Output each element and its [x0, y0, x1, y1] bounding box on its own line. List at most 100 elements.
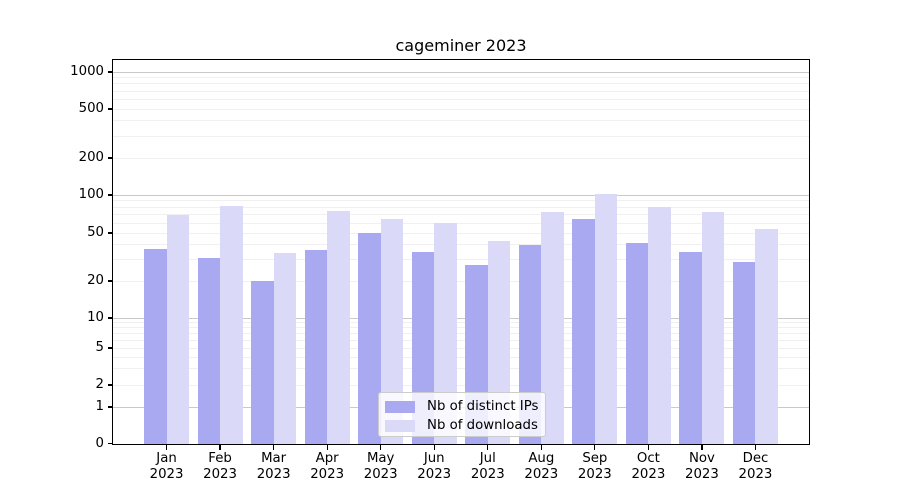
x-tick-month: Jun [423, 451, 445, 466]
x-tick-nov [701, 444, 703, 450]
grid-line-minor-800 [113, 83, 809, 85]
legend-item-downloads: Nb of downloads [385, 416, 545, 435]
x-tick-jul [487, 444, 489, 450]
grid-line-minor-30 [113, 259, 809, 261]
y-tick-label-1: 1 [95, 399, 104, 414]
bar-downloads-may [380, 218, 404, 444]
y-tick-label-100: 100 [78, 187, 104, 202]
x-tick-year: 2023 [470, 466, 505, 482]
grid-line-major-100 [113, 194, 809, 196]
x-tick-month: Dec [742, 451, 769, 466]
x-tick-aug [540, 444, 542, 450]
bar-downloads-mar [273, 253, 297, 444]
y-tick-0 [107, 442, 113, 445]
x-tick-year: 2023 [310, 466, 345, 482]
chart-title: cageminer 2023 [395, 36, 527, 55]
grid-line-minor-50 [113, 232, 809, 234]
y-tick-label-10: 10 [87, 310, 104, 325]
x-tick-year: 2023 [738, 466, 773, 482]
x-tick-label-jun: Jun 2023 [402, 451, 466, 482]
grid-line-minor-500 [113, 108, 809, 110]
x-tick-month: Mar [261, 451, 287, 466]
y-tick-label-1000: 1000 [70, 64, 104, 79]
y-tick-20 [107, 280, 113, 282]
x-tick-label-sep: Sep 2023 [563, 451, 627, 482]
bar-downloads-feb [220, 205, 243, 444]
x-tick-label-apr: Apr 2023 [295, 451, 359, 482]
x-tick-month: Jul [479, 451, 496, 466]
grid-line-minor-7 [113, 332, 809, 334]
x-tick-year: 2023 [685, 466, 719, 482]
grid-line-minor-600 [113, 98, 809, 100]
grid-line-minor-6 [113, 339, 809, 341]
y-tick-1000 [107, 71, 113, 73]
bar-downloads-oct [648, 206, 671, 444]
legend-swatch-distinct-ips [385, 400, 415, 413]
bar-distinct-ips-apr [304, 250, 328, 444]
x-tick-label-oct: Oct 2023 [616, 451, 680, 482]
bar-downloads-jun [434, 223, 457, 444]
bar-distinct-ips-nov [679, 251, 702, 444]
bar-downloads-aug [541, 211, 564, 444]
x-tick-year: 2023 [524, 466, 559, 482]
y-tick-label-20: 20 [87, 273, 104, 288]
x-tick-label-may: May 2023 [349, 451, 413, 482]
x-tick-month: Nov [688, 451, 715, 466]
x-tick-jan [165, 444, 168, 450]
grid-line-minor-70 [113, 214, 809, 216]
y-tick-500 [107, 108, 113, 110]
grid-line-minor-4 [113, 356, 809, 358]
legend-item-distinct-ips: Nb of distinct IPs [385, 397, 545, 416]
y-tick-label-200: 200 [78, 150, 104, 165]
bar-distinct-ips-oct [625, 243, 649, 444]
y-tick-1 [107, 406, 113, 408]
x-tick-month: Sep [582, 451, 608, 466]
grid-line-minor-700 [113, 90, 809, 92]
grid-line-major-10 [113, 317, 809, 319]
x-tick-month: Feb [208, 451, 232, 466]
x-tick-year: 2023 [417, 466, 452, 482]
bar-downloads-jan [166, 214, 190, 444]
grid-line-minor-20 [113, 280, 809, 282]
bar-distinct-ips-mar [251, 281, 274, 444]
y-tick-label-50: 50 [87, 225, 104, 240]
x-tick-sep [594, 444, 596, 450]
y-tick-100 [107, 194, 113, 196]
bar-distinct-ips-sep [572, 218, 595, 444]
x-tick-month: Oct [636, 451, 660, 466]
grid-line-minor-40 [113, 244, 809, 246]
y-tick-label-0: 0 [95, 435, 104, 451]
y-tick-label-5: 5 [95, 340, 104, 355]
bar-downloads-dec [755, 228, 778, 444]
bar-distinct-ips-dec [732, 261, 756, 444]
grid-line-minor-2 [113, 384, 809, 386]
x-tick-month: May [366, 451, 395, 466]
x-tick-dec [754, 444, 757, 450]
bar-downloads-apr [327, 210, 350, 444]
x-tick-year: 2023 [363, 466, 398, 482]
x-tick-apr [326, 444, 328, 450]
x-tick-year: 2023 [203, 466, 237, 482]
bar-downloads-nov [701, 211, 725, 444]
grid-line-minor-900 [113, 77, 809, 79]
x-tick-year: 2023 [631, 466, 666, 482]
grid-line-minor-5 [113, 347, 809, 349]
y-tick-10 [107, 317, 113, 319]
grid-line-minor-300 [113, 135, 809, 137]
grid-line-minor-8 [113, 327, 809, 329]
x-tick-label-jul: Jul 2023 [456, 451, 520, 482]
x-tick-label-mar: Mar 2023 [242, 451, 306, 482]
y-tick-50 [107, 232, 113, 234]
legend-label-distinct-ips: Nb of distinct IPs [427, 398, 539, 414]
x-tick-label-dec: Dec 2023 [723, 451, 787, 482]
x-tick-label-aug: Aug 2023 [509, 451, 573, 482]
y-tick-200 [107, 157, 113, 159]
bar-distinct-ips-jan [144, 248, 167, 444]
x-tick-month: Aug [528, 451, 555, 466]
gridlines-layer [113, 60, 809, 444]
grid-line-minor-60 [113, 222, 809, 224]
x-tick-month: Apr [315, 451, 339, 466]
x-tick-year: 2023 [149, 466, 184, 482]
legend: Nb of distinct IPs Nb of downloads [378, 392, 546, 437]
grid-line-major-1000 [113, 71, 809, 73]
